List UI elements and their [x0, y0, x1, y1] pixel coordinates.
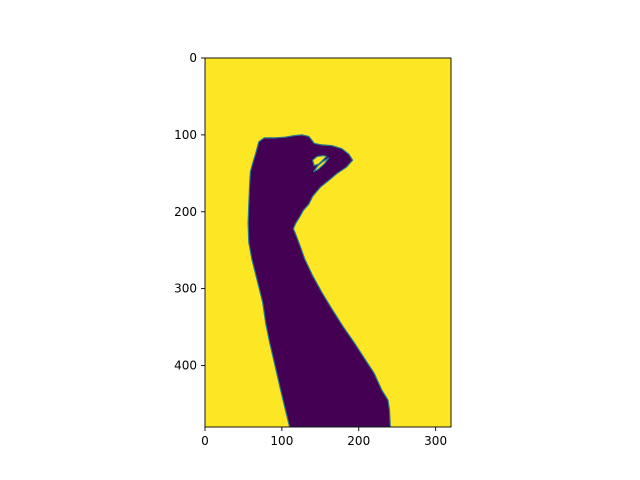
y-tick-label: 100	[174, 128, 197, 142]
x-tick-label: 300	[424, 434, 447, 448]
mask-region	[247, 134, 391, 427]
y-axis: 0 100 200 300 400	[174, 51, 205, 373]
x-tick-label: 100	[270, 434, 293, 448]
plot-frame	[204, 57, 452, 428]
y-tick-label: 0	[189, 51, 197, 65]
x-axis: 0 100 200 300	[201, 427, 447, 448]
x-tick-label: 0	[201, 434, 209, 448]
image-area	[205, 58, 451, 427]
y-tick-label: 300	[174, 282, 197, 296]
y-tick-label: 200	[174, 205, 197, 219]
y-tick-label: 400	[174, 359, 197, 373]
x-tick-label: 200	[347, 434, 370, 448]
